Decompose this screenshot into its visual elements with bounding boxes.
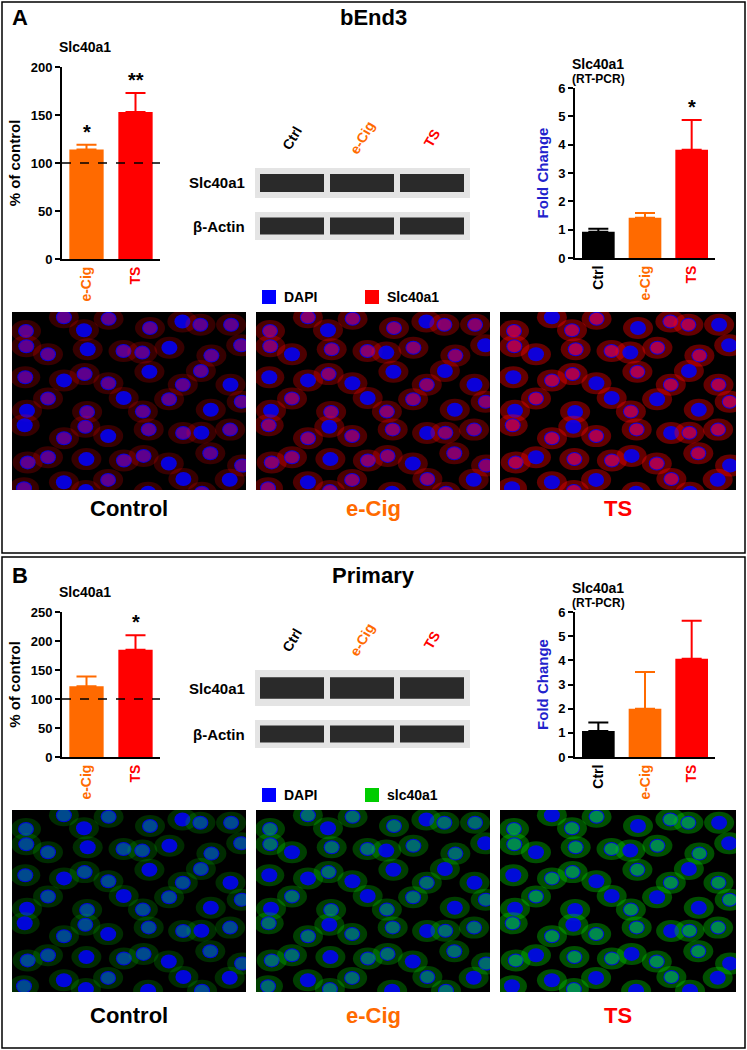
svg-text:0: 0 (558, 251, 565, 266)
svg-text:TS: TS (683, 266, 699, 284)
svg-text:*: * (83, 121, 91, 143)
svg-text:100: 100 (31, 156, 53, 171)
svg-text:3: 3 (558, 677, 565, 692)
svg-text:5: 5 (558, 109, 565, 124)
svg-text:Slc40a1: Slc40a1 (572, 56, 624, 72)
svg-text:e-Cig: e-Cig (78, 267, 94, 302)
svg-text:TS: TS (604, 496, 632, 521)
svg-text:(RT-PCR): (RT-PCR) (572, 72, 625, 86)
svg-text:Control: Control (90, 496, 168, 521)
svg-text:DAPI: DAPI (284, 787, 317, 803)
svg-text:e-Cig: e-Cig (637, 765, 653, 800)
svg-text:e-Cig: e-Cig (346, 1003, 401, 1028)
svg-text:β-Actin: β-Actin (193, 218, 245, 235)
svg-text:DAPI: DAPI (284, 289, 317, 305)
svg-text:Slc40a1: Slc40a1 (59, 39, 111, 55)
svg-text:50: 50 (38, 204, 52, 219)
svg-text:2: 2 (558, 194, 565, 209)
svg-text:250: 250 (31, 605, 53, 620)
svg-text:150: 150 (31, 108, 53, 123)
svg-text:A: A (12, 5, 28, 30)
svg-text:e-Cig: e-Cig (346, 496, 401, 521)
svg-text:Ctrl: Ctrl (590, 765, 606, 789)
svg-text:Ctrl: Ctrl (279, 123, 305, 152)
svg-text:e-Cig: e-Cig (637, 266, 653, 301)
svg-text:6: 6 (558, 81, 565, 96)
svg-text:β-Actin: β-Actin (193, 726, 245, 743)
svg-text:3: 3 (558, 166, 565, 181)
svg-text:TS: TS (421, 628, 444, 651)
svg-text:% of control: % of control (6, 641, 23, 728)
svg-text:4: 4 (558, 653, 566, 668)
svg-text:2: 2 (558, 701, 565, 716)
svg-text:Slc40a1: Slc40a1 (189, 680, 245, 697)
svg-text:TS: TS (127, 765, 143, 783)
svg-text:0: 0 (45, 252, 52, 267)
svg-text:200: 200 (31, 60, 53, 75)
svg-text:Fold Change: Fold Change (534, 128, 551, 219)
svg-text:**: ** (128, 69, 144, 91)
svg-text:Slc40a1: Slc40a1 (189, 174, 245, 191)
svg-text:*: * (688, 96, 696, 118)
svg-text:50: 50 (38, 721, 52, 736)
svg-text:Control: Control (90, 1003, 168, 1028)
svg-text:e-Cig: e-Cig (347, 620, 378, 658)
svg-text:e-Cig: e-Cig (78, 765, 94, 800)
svg-text:slc40a1: slc40a1 (387, 787, 438, 803)
svg-text:Slc40a1: Slc40a1 (572, 580, 624, 596)
svg-text:Ctrl: Ctrl (279, 625, 305, 654)
svg-text:e-Cig: e-Cig (347, 118, 378, 156)
svg-text:0: 0 (45, 750, 52, 765)
svg-text:Ctrl: Ctrl (590, 266, 606, 290)
svg-text:0: 0 (558, 750, 565, 765)
svg-text:100: 100 (31, 692, 53, 707)
svg-text:% of control: % of control (6, 120, 23, 207)
svg-text:TS: TS (683, 765, 699, 783)
svg-text:1: 1 (558, 222, 565, 237)
svg-text:Fold Change: Fold Change (534, 639, 551, 730)
svg-text:(RT-PCR): (RT-PCR) (572, 596, 625, 610)
svg-text:4: 4 (558, 137, 566, 152)
svg-text:Slc40a1: Slc40a1 (59, 584, 111, 600)
svg-text:B: B (12, 563, 28, 588)
svg-text:Primary: Primary (332, 563, 415, 588)
svg-text:TS: TS (604, 1003, 632, 1028)
svg-text:bEnd3: bEnd3 (340, 5, 407, 30)
svg-text:6: 6 (558, 605, 565, 620)
svg-text:Slc40a1: Slc40a1 (387, 289, 439, 305)
svg-text:150: 150 (31, 663, 53, 678)
svg-text:200: 200 (31, 634, 53, 649)
svg-text:1: 1 (558, 725, 565, 740)
svg-text:*: * (132, 611, 140, 633)
svg-text:TS: TS (127, 267, 143, 285)
svg-text:5: 5 (558, 629, 565, 644)
svg-text:TS: TS (421, 126, 444, 149)
